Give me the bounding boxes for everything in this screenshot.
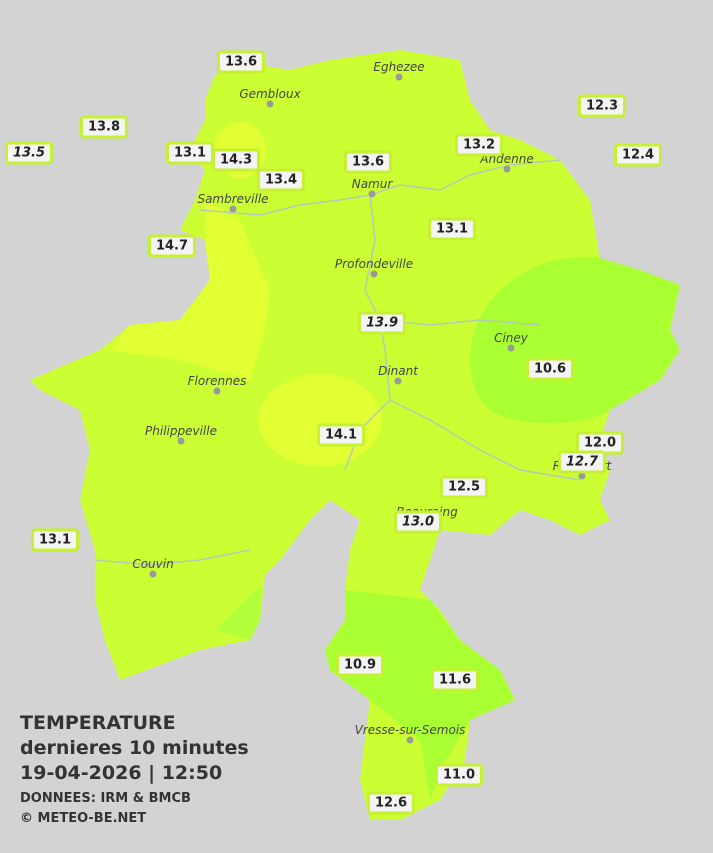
temperature-label: 14.7 bbox=[147, 234, 197, 258]
temperature-label: 13.9 bbox=[357, 311, 407, 335]
town-dot bbox=[177, 437, 185, 445]
town-dot bbox=[149, 570, 157, 578]
temperature-label: 11.6 bbox=[430, 668, 480, 692]
temperature-label: 14.3 bbox=[211, 148, 261, 172]
temperature-label: 12.5 bbox=[439, 475, 489, 499]
warm-zone bbox=[110, 200, 270, 380]
town-label: Profondeville bbox=[334, 257, 414, 271]
town-dot bbox=[503, 165, 511, 173]
town-label: Vresse-sur-Semois bbox=[354, 723, 466, 737]
source: DONNEES: IRM & BMCB bbox=[20, 791, 191, 806]
river bbox=[344, 194, 391, 471]
river bbox=[389, 399, 581, 481]
town-label: Eghezee bbox=[373, 60, 425, 74]
town-dot bbox=[266, 100, 274, 108]
temperature-label: 13.1 bbox=[30, 528, 80, 552]
temperature-label: 12.4 bbox=[613, 143, 663, 167]
temperature-label: 13.8 bbox=[79, 115, 129, 139]
cool-zone bbox=[325, 590, 515, 800]
title: TEMPERATURE bbox=[20, 712, 176, 734]
town-dot bbox=[395, 73, 403, 81]
town-dot bbox=[229, 205, 237, 213]
town-dot bbox=[394, 377, 402, 385]
river bbox=[94, 549, 251, 566]
temperature-label: 10.9 bbox=[335, 653, 385, 677]
town-label: Ciney bbox=[494, 331, 528, 345]
cool-zone bbox=[215, 585, 262, 640]
temperature-label: 13.2 bbox=[454, 133, 504, 157]
subtitle: dernieres 10 minutes bbox=[20, 737, 249, 759]
temperature-label: 13.5 bbox=[4, 141, 54, 165]
cool-zone bbox=[470, 256, 680, 424]
town-dot bbox=[578, 472, 586, 480]
temperature-label: 13.6 bbox=[343, 150, 393, 174]
credit: © METEO-BE.NET bbox=[20, 811, 147, 826]
town-dot bbox=[507, 344, 515, 352]
town-label: Philippeville bbox=[145, 424, 217, 438]
town-dot bbox=[368, 190, 376, 198]
town-label: Florennes bbox=[187, 374, 247, 388]
town-dot bbox=[370, 270, 378, 278]
timestamp: 19-04-2026 | 12:50 bbox=[20, 762, 223, 784]
town-label: Dinant bbox=[378, 364, 418, 378]
temperature-label: 11.0 bbox=[434, 763, 484, 787]
town-label: Couvin bbox=[132, 557, 174, 571]
warm-zone bbox=[258, 374, 382, 466]
temperature-label: 14.1 bbox=[316, 423, 366, 447]
temperature-label: 13.1 bbox=[427, 217, 477, 241]
temperature-label: 12.3 bbox=[577, 94, 627, 118]
temperature-label: 13.1 bbox=[165, 141, 215, 165]
temperature-label: 12.6 bbox=[366, 791, 416, 815]
town-label: Sambreville bbox=[197, 192, 269, 206]
town-label: Gembloux bbox=[239, 87, 301, 101]
river bbox=[199, 159, 561, 216]
town-dot bbox=[213, 387, 221, 395]
temperature-label: 13.0 bbox=[393, 510, 443, 534]
temperature-label: 13.4 bbox=[256, 168, 306, 192]
town-label: Namur bbox=[351, 177, 393, 191]
temperature-label: 10.6 bbox=[525, 357, 575, 381]
town-dot bbox=[406, 736, 414, 744]
temperature-label: 12.7 bbox=[557, 450, 607, 474]
temperature-label: 13.6 bbox=[216, 50, 266, 74]
